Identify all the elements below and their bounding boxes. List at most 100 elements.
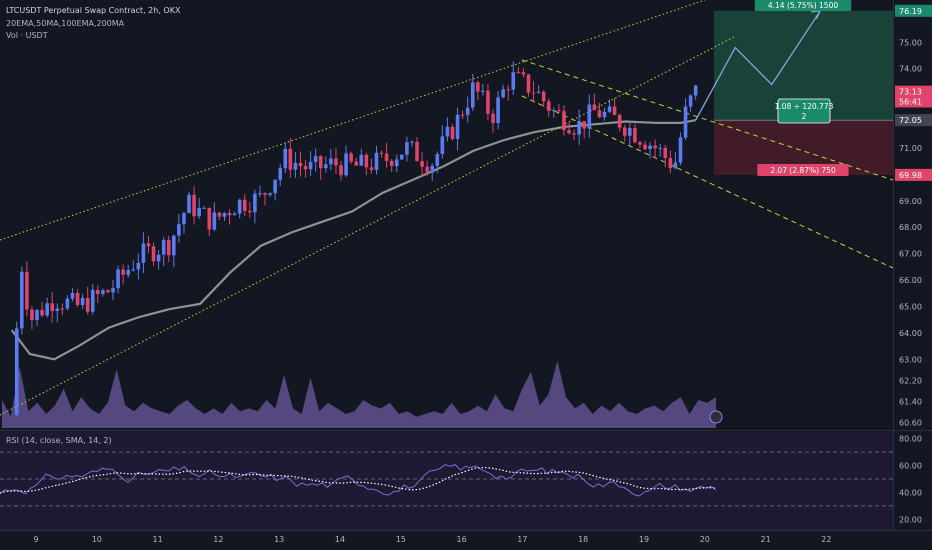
- candle-body: [156, 254, 161, 262]
- volume-legend[interactable]: Vol · USDT: [6, 31, 48, 40]
- time-tick-label: 12: [213, 535, 223, 544]
- candle-body: [405, 142, 409, 155]
- candle-body: [253, 193, 257, 213]
- price-tick-label: 65.00: [899, 302, 922, 311]
- price-tick-label: 62.20: [899, 376, 922, 385]
- candle-body: [182, 212, 186, 225]
- ma-legend[interactable]: 20EMA,50MA,100EMA,200MA: [6, 19, 125, 28]
- ratio-box: [777, 98, 831, 124]
- candle-body: [116, 269, 120, 289]
- time-tick-label: 19: [639, 535, 649, 544]
- candle-body: [14, 328, 19, 415]
- candle-body: [136, 262, 141, 270]
- volume-series: [2, 360, 723, 428]
- candle-body: [222, 212, 227, 217]
- candle-body: [50, 303, 55, 312]
- stop-label: 2.07 (2.87%) 750: [770, 166, 836, 175]
- candle-body: [126, 270, 131, 275]
- candle-body: [334, 158, 338, 166]
- axis-value-bg: [895, 85, 932, 98]
- candle-body: [612, 106, 617, 116]
- axis-value-bg: [895, 168, 932, 181]
- candle-body: [587, 104, 592, 129]
- candle-body: [268, 193, 272, 195]
- candle-body: [45, 303, 49, 316]
- price-tick-label: 69.00: [899, 197, 922, 206]
- candle-body: [212, 212, 217, 230]
- candle-body: [121, 269, 125, 275]
- target-label-bg: [754, 0, 852, 11]
- ratio-label-2: 2: [802, 112, 807, 121]
- symbol-title[interactable]: LTCUSDT Perpetual Swap Contract, 2h, OKX: [6, 6, 181, 15]
- time-tick-label: 20: [700, 535, 710, 544]
- lightning-icon: [709, 410, 723, 424]
- candle-body: [298, 162, 303, 167]
- candle-body: [379, 152, 384, 154]
- candle-body: [425, 166, 429, 173]
- time-tick-label: 14: [335, 535, 345, 544]
- candle-body: [248, 210, 252, 213]
- time-tick-label: 22: [821, 535, 831, 544]
- candle-body: [187, 194, 191, 213]
- candle-body: [90, 289, 95, 312]
- rsi-tick-label: 60.00: [899, 462, 922, 471]
- candle-body: [111, 288, 115, 293]
- candle-body: [683, 106, 688, 138]
- candle-body: [552, 109, 556, 111]
- price-tick-label: 75.00: [899, 38, 922, 47]
- candle-body: [166, 240, 171, 256]
- target-label: 4.14 (5.75%) 1500: [768, 1, 838, 10]
- candle-body: [30, 309, 34, 321]
- candles: [14, 61, 698, 417]
- candle-body: [70, 292, 75, 299]
- candle-body: [131, 269, 136, 271]
- candle-body: [318, 156, 323, 169]
- candle-body: [653, 145, 657, 149]
- position-labels: 4.14 (5.75%) 1500 2.07 (2.87%) 750 1.08 ÷ …: [754, 0, 852, 176]
- descending-channel-upper: [521, 59, 894, 181]
- candle-body: [460, 114, 465, 116]
- ascending-channel-upper: [0, 0, 706, 241]
- candle-body: [263, 193, 267, 195]
- candle-body: [177, 224, 181, 236]
- candle-body: [501, 89, 505, 98]
- candle-body: [192, 194, 196, 217]
- candle-body: [20, 271, 24, 329]
- candle-body: [430, 165, 435, 173]
- candle-body: [440, 136, 445, 155]
- candle-body: [354, 161, 359, 166]
- candle-body: [658, 147, 663, 149]
- candle-body: [496, 97, 500, 123]
- rsi-legend[interactable]: RSI (14, close, SMA, 14, 2): [6, 436, 112, 445]
- candle-body: [562, 111, 566, 131]
- candle-body: [25, 271, 29, 310]
- projection-line: [695, 10, 821, 121]
- rsi-tick-label: 80.00: [899, 435, 922, 444]
- candle-body: [106, 290, 110, 293]
- time-tick-label: 13: [274, 535, 284, 544]
- candle-body: [101, 290, 105, 294]
- candle-body: [273, 179, 277, 194]
- candle-body: [557, 109, 561, 112]
- candle-body: [197, 208, 201, 217]
- candle-body: [303, 166, 308, 170]
- candle-body: [384, 153, 389, 161]
- candle-body: [415, 141, 419, 162]
- candle-body: [146, 243, 151, 247]
- axis-value-bg: [895, 4, 932, 17]
- price-tick-label: 63.00: [899, 355, 922, 364]
- time-tick-label: 15: [396, 535, 406, 544]
- time-tick-label: 10: [92, 535, 102, 544]
- candle-body: [227, 212, 232, 216]
- axis-value-bg: [895, 114, 932, 127]
- candle-body: [617, 115, 622, 128]
- candle-body: [582, 120, 587, 129]
- candle-body: [172, 235, 176, 256]
- candle-body: [577, 120, 581, 135]
- candle-body: [85, 297, 90, 312]
- rsi-background: [0, 432, 893, 530]
- trend-channels: [0, 0, 894, 416]
- candle-body: [420, 161, 424, 167]
- candle-body: [339, 165, 343, 176]
